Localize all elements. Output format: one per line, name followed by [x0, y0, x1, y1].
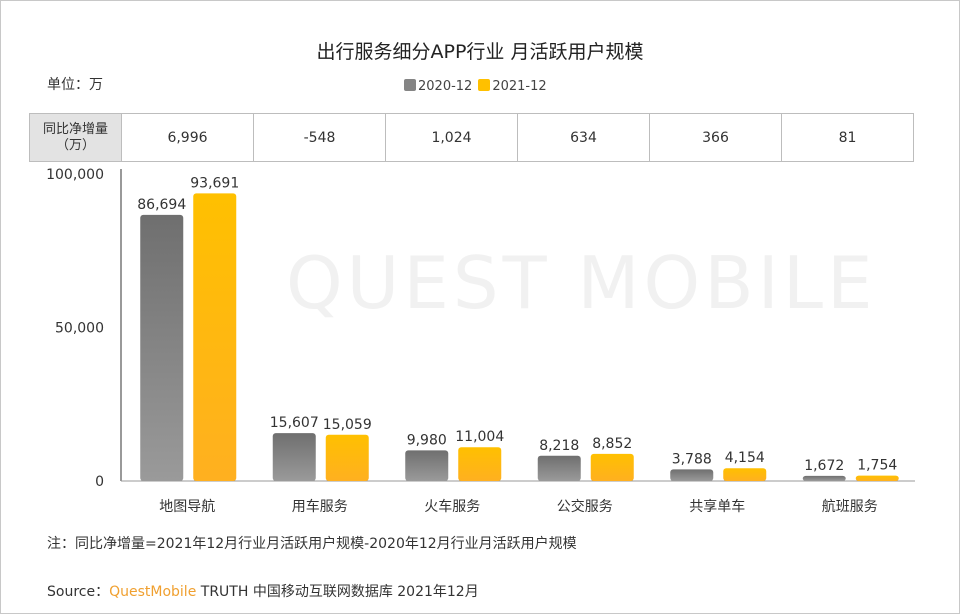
net-increase-table: 同比净增量（万） 6,996 -548 1,024 634 366 81	[29, 113, 914, 162]
table-cell: -548	[253, 113, 386, 162]
table-cell: 366	[649, 113, 782, 162]
source-text: TRUTH 中国移动互联网数据库 2021年12月	[196, 584, 479, 600]
table-cell: 81	[781, 113, 914, 162]
footnote: 注：同比净增量=2021年12月行业月活跃用户规模-2020年12月行业月活跃用…	[47, 536, 577, 552]
x-tick-label: 火车服务	[424, 498, 480, 515]
chart-title: 出行服务细分APP行业 月活跃用户规模	[316, 41, 644, 63]
legend-swatch-gray	[404, 79, 416, 91]
x-tick-label: 用车服务	[292, 498, 348, 515]
data-label: 93,691	[190, 175, 239, 191]
bar-2021-12	[590, 453, 634, 481]
legend-item-2020: 2020-12	[404, 79, 472, 94]
bar-2020-12	[140, 214, 184, 481]
bar-2021-12	[855, 475, 899, 481]
x-tick-label: 地图导航	[159, 499, 215, 515]
source-brand: QuestMobile	[109, 584, 197, 600]
y-tick-label: 0	[95, 474, 104, 490]
legend-item-2021: 2021-12	[478, 79, 547, 94]
y-tick-label: 50,000	[55, 321, 104, 337]
data-label: 11,004	[455, 429, 504, 445]
bar-2021-12	[193, 193, 237, 481]
bar-2020-12	[272, 433, 316, 481]
bar-2020-12	[537, 455, 581, 481]
data-label: 15,607	[270, 415, 319, 431]
y-tick-label: 100,000	[46, 167, 104, 183]
legend: 2020-12 2021-12	[404, 79, 547, 94]
x-tick-label: 公交服务	[557, 498, 613, 515]
data-label: 9,980	[407, 432, 447, 448]
legend-label: 2020-12	[418, 79, 473, 94]
data-label: 4,154	[725, 450, 765, 466]
bar-2020-12	[405, 450, 449, 481]
bar-2021-12	[723, 468, 767, 481]
legend-swatch-yellow	[478, 79, 491, 91]
bar-2021-12	[458, 447, 502, 481]
bar-2021-12	[325, 434, 369, 481]
unit-label: 单位：万	[47, 77, 103, 93]
bar-2020-12	[802, 475, 846, 481]
watermark: QUEST MOBILE	[286, 241, 877, 325]
x-tick-label: 共享单车	[689, 498, 745, 515]
bar-2020-12	[670, 469, 714, 481]
data-label: 8,852	[592, 436, 632, 452]
data-label: 3,788	[672, 451, 712, 467]
source-prefix: Source：	[47, 584, 110, 600]
source: Source：QuestMobile TRUTH 中国移动互联网数据库 2021…	[47, 581, 479, 601]
legend-label: 2021-12	[492, 79, 547, 94]
data-label: 86,694	[137, 197, 186, 213]
table-cell: 634	[517, 113, 650, 162]
x-tick-label: 航班服务	[822, 499, 878, 515]
table-cell: 1,024	[385, 113, 518, 162]
data-label: 1,672	[804, 458, 844, 474]
data-label: 1,754	[857, 458, 897, 474]
data-label: 15,059	[323, 417, 372, 433]
table-header: 同比净增量（万）	[29, 113, 122, 162]
table-cell: 6,996	[121, 113, 254, 162]
data-label: 8,218	[539, 438, 579, 454]
